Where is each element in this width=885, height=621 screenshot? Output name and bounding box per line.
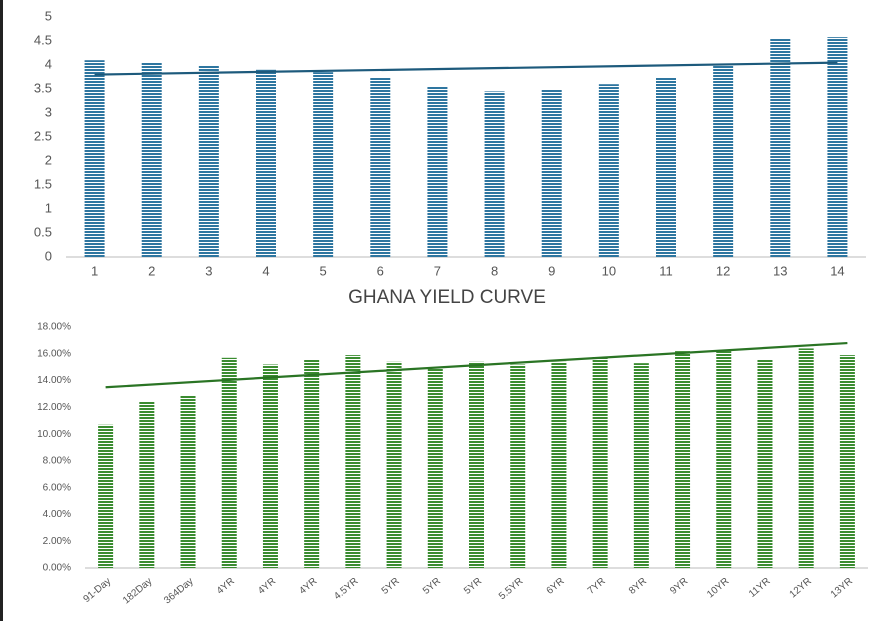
y-tick-label: 18.00%: [37, 322, 71, 333]
y-tick-label: 4.00%: [43, 509, 71, 520]
x-tick-label: 2: [148, 263, 155, 278]
bar: [798, 348, 814, 568]
x-tick-label: 6: [377, 263, 384, 278]
bar: [304, 359, 320, 568]
bar: [592, 356, 608, 568]
y-tick-label: 12.00%: [37, 402, 71, 413]
x-tick-label: 8: [491, 263, 498, 278]
x-tick-label: 13: [773, 263, 787, 278]
x-tick-label: 12: [716, 263, 730, 278]
bar: [256, 69, 276, 257]
chart-title: GHANA YIELD CURVE: [348, 287, 546, 308]
bar: [827, 37, 848, 257]
y-tick-label: 4.5: [34, 32, 52, 47]
y-tick-label: 2.5: [34, 128, 52, 143]
y-tick-label: 16.00%: [37, 348, 71, 359]
y-tick-label: 4: [45, 56, 52, 71]
y-tick-label: 6.00%: [43, 482, 71, 493]
bar: [221, 357, 237, 568]
bar: [139, 401, 155, 568]
y-tick-label: 5: [45, 8, 52, 23]
bar: [313, 72, 334, 257]
bar: [551, 361, 567, 568]
bar: [198, 65, 219, 257]
bar: [262, 364, 278, 568]
left-border: [0, 0, 3, 621]
bar: [716, 351, 732, 568]
bar: [84, 60, 105, 258]
bar: [713, 65, 734, 257]
y-tick-label: 2: [45, 152, 52, 167]
bar: [675, 351, 691, 568]
bar: [633, 363, 649, 568]
bar: [656, 77, 676, 257]
x-tick-label: 4: [262, 263, 269, 278]
x-tick-label: 10: [602, 263, 616, 278]
y-tick-label: 0.5: [34, 224, 52, 239]
y-tick-label: 1.5: [34, 176, 52, 191]
y-tick-label: 0.00%: [43, 563, 71, 574]
y-tick-label: 0: [45, 248, 52, 263]
bar: [510, 364, 526, 568]
bar: [839, 355, 855, 568]
bar: [345, 355, 361, 568]
x-tick-label: 7: [434, 263, 441, 278]
trendline: [105, 341, 848, 389]
y-tick-label: 10.00%: [37, 429, 71, 440]
bar: [770, 38, 791, 257]
bar: [541, 89, 562, 258]
bar: [180, 395, 196, 568]
x-tick-label: 5: [320, 263, 327, 278]
x-tick-label: 9: [548, 263, 555, 278]
y-tick-label: 3: [45, 104, 52, 119]
bar: [484, 91, 505, 258]
bar: [98, 424, 114, 568]
bar: [141, 62, 162, 257]
y-tick-label: 1: [45, 200, 52, 215]
x-tick-label: 1: [91, 263, 98, 278]
bar: [469, 361, 484, 568]
y-tick-label: 14.00%: [37, 375, 71, 386]
bar: [757, 359, 773, 568]
bar: [370, 77, 391, 257]
bar: [427, 367, 443, 568]
bar: [386, 361, 402, 568]
x-tick-label: 11: [659, 263, 673, 278]
y-tick-label: 3.5: [34, 80, 52, 95]
bar: [598, 84, 619, 257]
x-tick-label: 14: [830, 263, 844, 278]
y-tick-label: 2.00%: [43, 536, 71, 547]
trendline: [94, 61, 838, 76]
x-tick-label: 3: [205, 263, 212, 278]
bar: [427, 86, 448, 257]
y-tick-label: 8.00%: [43, 456, 71, 467]
